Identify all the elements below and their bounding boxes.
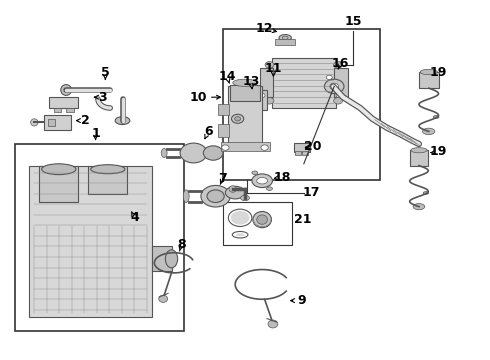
Ellipse shape bbox=[201, 185, 230, 207]
Bar bbox=[275, 39, 295, 45]
Ellipse shape bbox=[336, 93, 342, 98]
Ellipse shape bbox=[161, 149, 167, 158]
Bar bbox=[218, 104, 229, 115]
Ellipse shape bbox=[265, 98, 274, 104]
Ellipse shape bbox=[423, 192, 429, 194]
Bar bbox=[294, 143, 310, 152]
Ellipse shape bbox=[279, 35, 291, 41]
Ellipse shape bbox=[30, 119, 38, 126]
Bar bbox=[272, 58, 336, 108]
Ellipse shape bbox=[257, 177, 268, 184]
Ellipse shape bbox=[411, 148, 427, 153]
Text: 8: 8 bbox=[177, 238, 186, 251]
Bar bbox=[419, 72, 439, 88]
Ellipse shape bbox=[334, 98, 343, 104]
Ellipse shape bbox=[159, 295, 168, 302]
Text: 11: 11 bbox=[265, 62, 282, 75]
Bar bbox=[223, 29, 380, 180]
Ellipse shape bbox=[265, 62, 274, 68]
Bar bbox=[88, 166, 127, 194]
Bar bbox=[302, 151, 308, 155]
Ellipse shape bbox=[91, 165, 125, 174]
Bar bbox=[334, 68, 348, 97]
Text: 7: 7 bbox=[219, 172, 227, 185]
Text: 10: 10 bbox=[190, 91, 207, 104]
Text: 19: 19 bbox=[430, 145, 447, 158]
Ellipse shape bbox=[261, 145, 269, 150]
Ellipse shape bbox=[257, 215, 268, 224]
Bar bbox=[260, 68, 273, 97]
Text: 15: 15 bbox=[345, 15, 363, 28]
Bar bbox=[220, 142, 270, 151]
Text: 1: 1 bbox=[91, 127, 100, 140]
Ellipse shape bbox=[326, 75, 332, 80]
Bar bbox=[54, 108, 61, 112]
Ellipse shape bbox=[267, 187, 272, 190]
Ellipse shape bbox=[413, 203, 425, 210]
Bar bbox=[410, 150, 428, 166]
Bar bbox=[48, 119, 55, 126]
Text: 4: 4 bbox=[130, 211, 139, 224]
Ellipse shape bbox=[236, 233, 245, 236]
Ellipse shape bbox=[422, 128, 435, 135]
Bar bbox=[44, 115, 71, 130]
Ellipse shape bbox=[252, 171, 258, 175]
Ellipse shape bbox=[334, 62, 343, 68]
Text: 12: 12 bbox=[256, 22, 273, 35]
Ellipse shape bbox=[268, 320, 278, 328]
Ellipse shape bbox=[180, 143, 207, 163]
Ellipse shape bbox=[165, 250, 177, 268]
Bar bbox=[230, 85, 260, 101]
Ellipse shape bbox=[207, 190, 224, 202]
Text: 9: 9 bbox=[297, 294, 306, 307]
Text: 18: 18 bbox=[274, 171, 292, 184]
Ellipse shape bbox=[433, 116, 439, 118]
Bar bbox=[39, 166, 78, 202]
Ellipse shape bbox=[183, 190, 189, 202]
Bar bbox=[66, 108, 74, 112]
Text: 19: 19 bbox=[430, 66, 447, 78]
Ellipse shape bbox=[282, 36, 288, 40]
Text: 14: 14 bbox=[219, 70, 236, 83]
Text: 13: 13 bbox=[242, 75, 260, 87]
Bar bbox=[218, 124, 229, 137]
Ellipse shape bbox=[42, 164, 76, 175]
Ellipse shape bbox=[259, 93, 265, 98]
Ellipse shape bbox=[203, 146, 223, 160]
Text: 16: 16 bbox=[332, 57, 349, 69]
Ellipse shape bbox=[231, 211, 249, 225]
Bar bbox=[49, 97, 78, 108]
Ellipse shape bbox=[330, 83, 339, 90]
Text: 5: 5 bbox=[101, 66, 110, 78]
Ellipse shape bbox=[115, 117, 130, 125]
Text: 20: 20 bbox=[304, 140, 321, 153]
Ellipse shape bbox=[249, 102, 255, 107]
Bar bbox=[228, 86, 262, 144]
Bar bbox=[29, 166, 152, 317]
Bar bbox=[223, 202, 292, 245]
Ellipse shape bbox=[324, 79, 344, 94]
Text: 6: 6 bbox=[204, 125, 213, 138]
Text: 17: 17 bbox=[302, 186, 320, 199]
Bar bbox=[247, 90, 267, 110]
Ellipse shape bbox=[61, 85, 72, 95]
Ellipse shape bbox=[241, 195, 249, 201]
Ellipse shape bbox=[229, 186, 237, 192]
Ellipse shape bbox=[233, 79, 257, 86]
Ellipse shape bbox=[221, 145, 229, 150]
Ellipse shape bbox=[253, 212, 271, 228]
Ellipse shape bbox=[235, 117, 241, 121]
Ellipse shape bbox=[232, 114, 244, 123]
Bar bbox=[295, 151, 301, 155]
Text: 21: 21 bbox=[294, 213, 311, 226]
Ellipse shape bbox=[225, 186, 245, 199]
Text: 3: 3 bbox=[98, 91, 107, 104]
Bar bbox=[15, 144, 184, 331]
Ellipse shape bbox=[420, 69, 437, 75]
Ellipse shape bbox=[252, 174, 272, 188]
Text: 2: 2 bbox=[81, 114, 90, 127]
Bar bbox=[152, 246, 172, 271]
